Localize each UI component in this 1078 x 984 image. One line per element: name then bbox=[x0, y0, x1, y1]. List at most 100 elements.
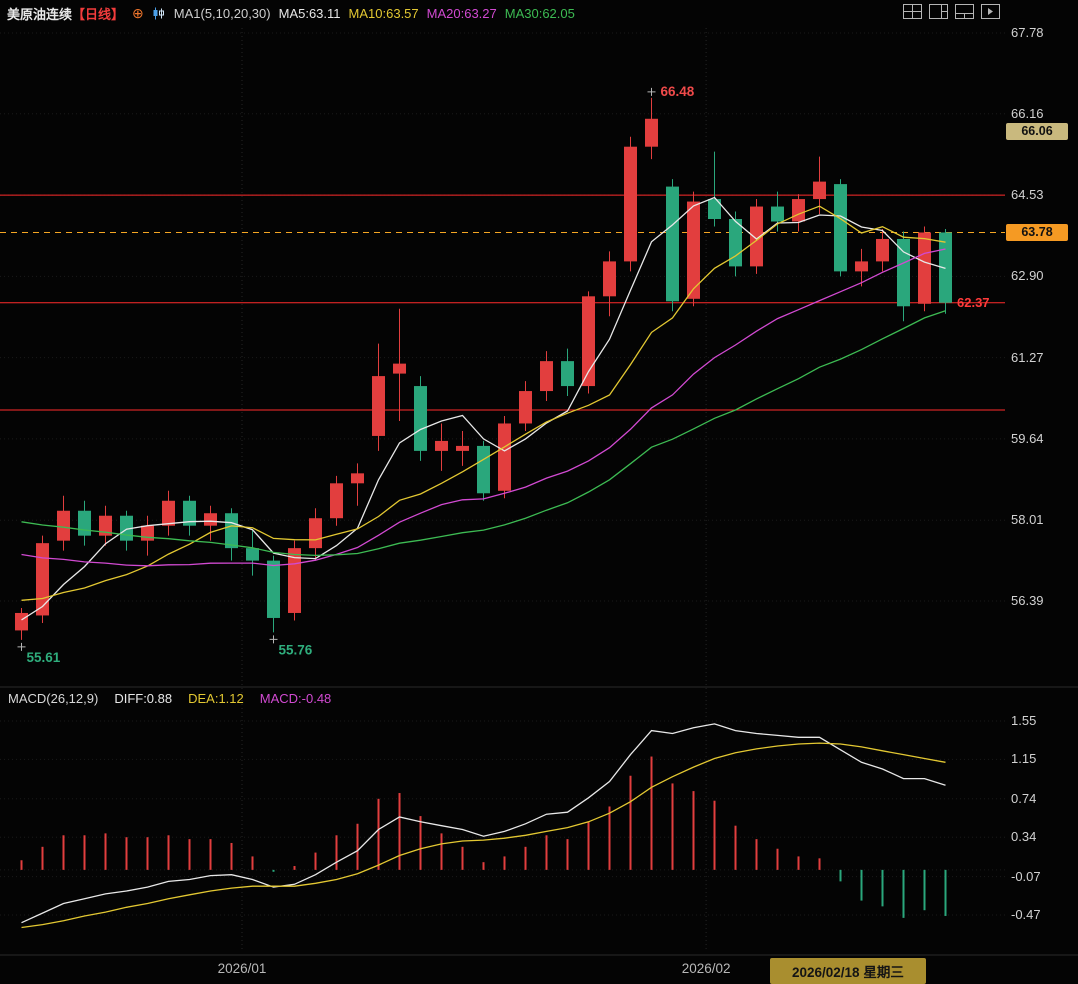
last-price-badge: 63.78 bbox=[1006, 224, 1068, 242]
candle-body bbox=[624, 146, 637, 262]
symbol-name: 美原油连续 bbox=[7, 6, 73, 22]
macd-hist-value: MACD:-0.48 bbox=[259, 691, 332, 706]
macd-bar bbox=[146, 837, 149, 870]
macd-bar bbox=[545, 835, 548, 870]
macd-bar bbox=[314, 852, 317, 870]
macd-bar bbox=[860, 869, 863, 901]
macd-bar bbox=[125, 837, 128, 870]
candle-body bbox=[708, 199, 721, 220]
macd-bar bbox=[482, 862, 485, 870]
candle-body bbox=[477, 445, 490, 494]
candle-body bbox=[204, 513, 217, 526]
moving-average-layer bbox=[21, 196, 946, 621]
macd-bar bbox=[20, 860, 23, 870]
chart-header: 美原油连续 【日线】 ⊕ MA1(5,10,20,30) MA5:63.11 MA… bbox=[7, 4, 575, 22]
macd-bar bbox=[713, 800, 716, 870]
candle-body bbox=[561, 361, 574, 387]
macd-bar bbox=[692, 791, 695, 870]
macd-bar bbox=[734, 825, 737, 870]
side-panel-layout-icon[interactable] bbox=[929, 4, 948, 19]
next-chart-icon[interactable] bbox=[981, 4, 1000, 19]
macd-bar bbox=[797, 856, 800, 870]
macd-bar bbox=[41, 846, 44, 870]
macd-layer bbox=[20, 723, 947, 929]
bottom-panel-layout-icon[interactable] bbox=[955, 4, 974, 19]
candle-body bbox=[897, 238, 910, 307]
macd-bar bbox=[293, 866, 296, 870]
candle-body bbox=[645, 118, 658, 147]
candle-body bbox=[687, 201, 700, 299]
macd-bar bbox=[377, 798, 380, 870]
candle-body bbox=[267, 560, 280, 618]
candle-body bbox=[519, 391, 532, 424]
candle-body bbox=[162, 500, 175, 526]
macd-bar bbox=[881, 869, 884, 907]
candle-body bbox=[351, 473, 364, 484]
add-indicator-icon[interactable]: ⊕ bbox=[132, 4, 144, 21]
candle-body bbox=[414, 386, 427, 451]
date-axis-label: 2026/02 bbox=[681, 961, 731, 976]
macd-bar bbox=[167, 835, 170, 870]
candle-body bbox=[57, 510, 70, 541]
candle-body bbox=[540, 361, 553, 392]
macd-bar bbox=[398, 793, 401, 870]
macd-params-label[interactable]: MACD(26,12,9) bbox=[8, 691, 99, 706]
candle-body bbox=[183, 500, 196, 526]
macd-bar bbox=[356, 823, 359, 870]
macd-bar bbox=[503, 856, 506, 870]
quad-layout-icon[interactable] bbox=[903, 4, 922, 19]
candle-body bbox=[78, 510, 91, 536]
high-price-badge: 66.06 bbox=[1006, 122, 1068, 140]
candle-body bbox=[750, 206, 763, 267]
macd-bar bbox=[944, 869, 947, 916]
macd-bar bbox=[461, 846, 464, 870]
macd-bar bbox=[62, 835, 65, 870]
macd-bar bbox=[188, 839, 191, 870]
annotation-layer: 66.48 55.61 55.76 bbox=[17, 84, 695, 665]
period-label: 【日线】 bbox=[72, 6, 125, 22]
mini-kline-icon[interactable] bbox=[152, 7, 166, 20]
price-annotation: 66.48 bbox=[661, 84, 695, 99]
extreme-marker bbox=[269, 635, 278, 644]
macd-bar bbox=[83, 835, 86, 870]
candle-body bbox=[834, 184, 847, 272]
candle-body bbox=[792, 199, 805, 222]
candle-body bbox=[330, 483, 343, 519]
candle-body bbox=[36, 543, 49, 616]
macd-bar bbox=[671, 783, 674, 870]
candle-body bbox=[855, 261, 868, 272]
ma5-value-label: MA5:63.11 bbox=[278, 5, 341, 21]
macd-bar bbox=[902, 869, 905, 918]
candle-body bbox=[918, 232, 931, 304]
candle-body bbox=[666, 186, 679, 302]
extreme-marker bbox=[647, 87, 656, 96]
candle-body bbox=[435, 440, 448, 451]
macd-bar bbox=[566, 839, 569, 870]
ma10-value-label: MA10:63.57 bbox=[348, 5, 419, 21]
candle-body bbox=[876, 238, 889, 262]
price-annotation: 55.76 bbox=[279, 642, 313, 657]
ma10-line bbox=[21, 205, 946, 601]
candlestick-layer bbox=[15, 97, 952, 640]
macd-bar bbox=[839, 869, 842, 882]
selected-date-badge: 2026/02/18 星期三 bbox=[770, 958, 926, 984]
ma20-line bbox=[21, 248, 946, 567]
ma5-line bbox=[21, 196, 946, 621]
candle-body bbox=[372, 376, 385, 436]
candle-body bbox=[456, 445, 469, 451]
macd-diff-value: DIFF:0.88 bbox=[114, 691, 173, 706]
macd-bar bbox=[818, 858, 821, 870]
macd-bar bbox=[419, 816, 422, 870]
alert-price-label: 62.37 bbox=[957, 294, 990, 310]
date-axis-label: 2026/01 bbox=[217, 961, 267, 976]
macd-bar bbox=[209, 839, 212, 870]
macd-dea-value: DEA:1.12 bbox=[188, 691, 244, 706]
macd-bar bbox=[755, 839, 758, 870]
macd-bar bbox=[335, 835, 338, 870]
macd-diff-line bbox=[21, 723, 946, 924]
price-annotation: 55.61 bbox=[27, 650, 61, 665]
ma-settings-label[interactable]: MA1(5,10,20,30) bbox=[173, 5, 271, 21]
macd-bar bbox=[104, 833, 107, 870]
candle-body bbox=[393, 363, 406, 374]
